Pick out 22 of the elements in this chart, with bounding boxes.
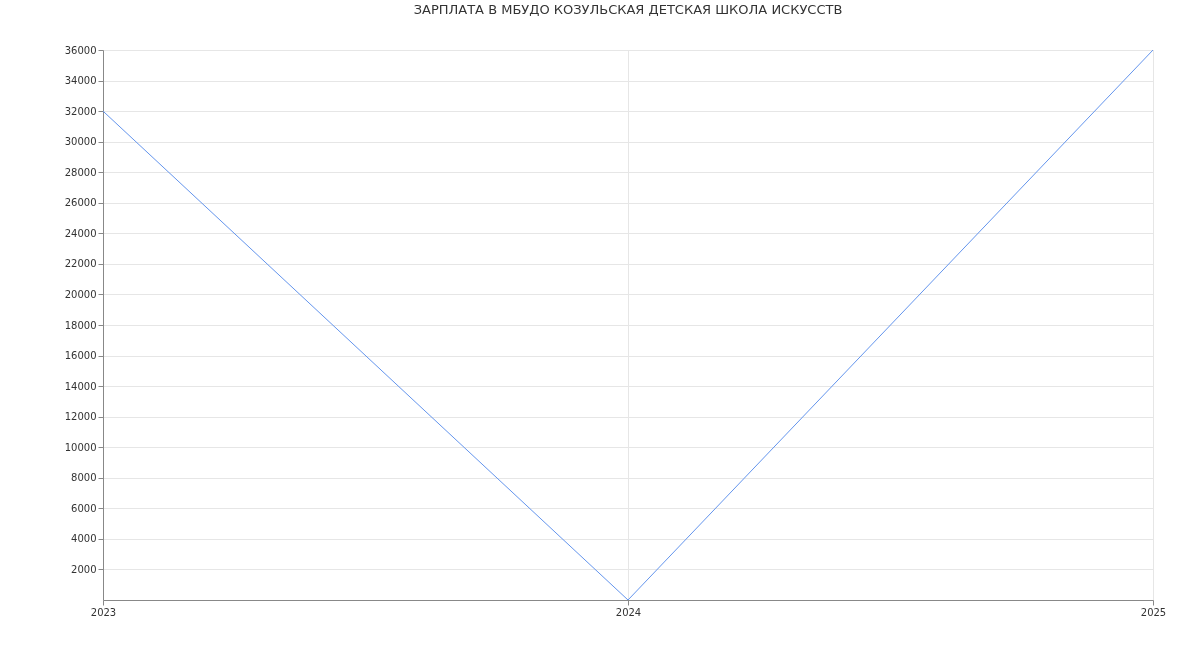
y-tick-label: 30000 (64, 136, 97, 148)
y-tick-label: 34000 (64, 75, 97, 87)
x-tick-label: 2023 (90, 606, 117, 618)
y-tick-label: 18000 (64, 319, 97, 331)
x-tick-label: 2025 (1140, 606, 1167, 618)
y-tick-label: 32000 (64, 105, 97, 117)
y-tick-label: 16000 (64, 350, 97, 362)
x-tick-label: 2024 (615, 606, 642, 618)
chart-title: ЗАРПЛАТА В МБУДО КОЗУЛЬСКАЯ ДЕТСКАЯ ШКОЛА ИСКУССТВ (413, 2, 843, 17)
y-tick-label: 26000 (64, 197, 97, 209)
y-tick-label: 4000 (71, 533, 97, 545)
y-tick-label: 6000 (71, 502, 97, 514)
y-tick-label: 2000 (71, 563, 97, 575)
y-tick-label: 28000 (64, 166, 97, 178)
y-tick-label: 8000 (71, 472, 97, 484)
y-tick-label: 36000 (64, 44, 97, 56)
y-tick-label: 24000 (64, 227, 97, 239)
y-tick-label: 10000 (64, 441, 97, 453)
y-tick-label: 20000 (64, 288, 97, 300)
y-tick-label: 12000 (64, 411, 97, 423)
y-tick-label: 22000 (64, 258, 97, 270)
y-tick-label: 14000 (64, 380, 97, 392)
